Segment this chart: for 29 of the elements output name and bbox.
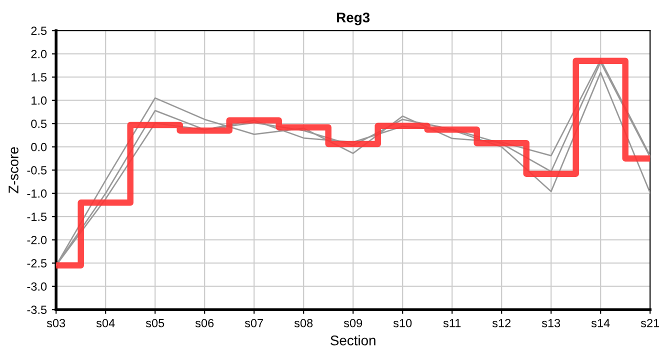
y-tick-label: 1.5	[32, 73, 47, 82]
x-tick-label: s21	[640, 318, 660, 328]
x-tick-label: s05	[146, 318, 164, 328]
x-axis-title: Section	[330, 335, 376, 346]
x-tick-label: s07	[244, 318, 264, 328]
x-tick-label: s09	[344, 318, 362, 328]
x-tick-label: s12	[492, 318, 511, 328]
y-tick-label: 1.0	[32, 96, 47, 105]
x-tick-label: s08	[294, 318, 313, 328]
y-tick-label: -3.0	[27, 282, 47, 291]
x-tick-label: s11	[443, 319, 461, 328]
y-tick-label: 2.0	[31, 50, 47, 58]
y-tick-label: -0.5	[27, 166, 47, 174]
x-tick-label: s06	[195, 318, 214, 328]
y-tick-label: -1.5	[27, 212, 47, 221]
y-axis-title: Z-score	[8, 147, 18, 194]
y-tick-label: -1.0	[27, 189, 47, 198]
x-tick-label: s04	[96, 318, 115, 328]
y-tick-label: -3.5	[27, 306, 47, 314]
x-tick-label: s13	[542, 318, 560, 328]
chart-title: Reg3	[337, 12, 370, 26]
x-tick-label: s10	[393, 318, 412, 328]
y-tick-label: -2.5	[27, 259, 47, 268]
x-tick-label: s14	[591, 319, 610, 328]
y-tick-label: 2.5	[31, 26, 47, 35]
x-tick-label: s03	[46, 318, 66, 328]
y-tick-label: 0.5	[31, 120, 47, 128]
y-tick-label: 0.0	[31, 142, 47, 152]
y-tick-label: -2.0	[27, 236, 47, 244]
